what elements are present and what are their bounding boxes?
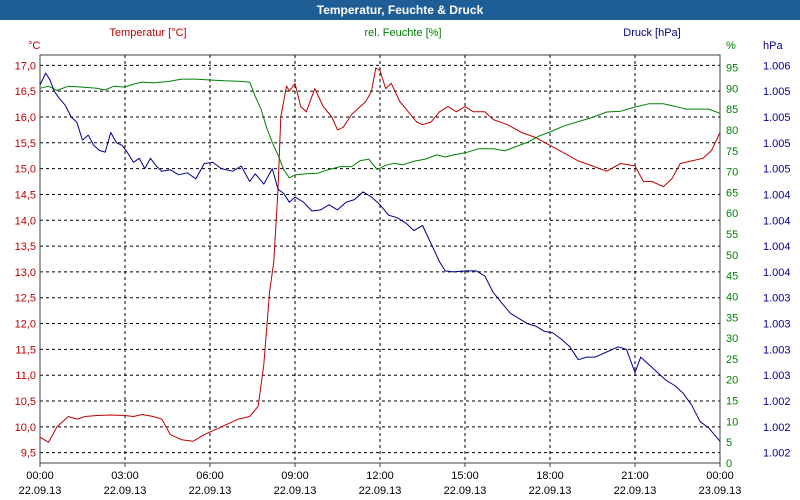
humidity-tick-label: 25: [726, 354, 738, 366]
humidity-axis-label: rel. Feuchte [%]: [364, 27, 441, 39]
pressure-tick-label: 1.002: [763, 422, 791, 434]
pressure-tick-label: 1.003: [763, 319, 791, 331]
x-tick-time: 21:00: [621, 470, 649, 482]
humidity-tick-label: 55: [726, 229, 738, 241]
pressure-tick-label: 1.005: [763, 112, 791, 124]
x-tick-date: 22.09.13: [359, 485, 402, 497]
humidity-tick-label: 5: [726, 437, 732, 449]
humidity-tick-label: 60: [726, 208, 738, 220]
series-layer: [39, 67, 721, 443]
temperature-tick-label: 9,5: [21, 448, 36, 460]
pressure-tick-label: 1.005: [763, 164, 791, 176]
x-tick-date: 23.09.13: [699, 485, 742, 497]
x-tick-time: 15:00: [451, 470, 479, 482]
temperature-tick-label: 16,5: [15, 86, 36, 98]
axes-layer: 00:00 22.09.13 03:00 22.09.13 06:00 22.09.13 0…: [15, 60, 791, 497]
x-tick-time: 12:00: [366, 470, 394, 482]
chart-background: [0, 20, 800, 500]
pressure-tick-label: 1.003: [763, 344, 791, 356]
humidity-tick-label: 15: [726, 396, 738, 408]
chart-title: Temperatur, Feuchte & Druck: [0, 0, 800, 20]
temperature-tick-label: 13,5: [15, 241, 36, 253]
humidity-tick-label: 90: [726, 83, 738, 95]
humidity-tick-label: 65: [726, 187, 738, 199]
temperature-tick-label: 16,0: [15, 112, 36, 124]
pressure-tick-label: 1.004: [763, 189, 791, 201]
x-tick-date: 22.09.13: [19, 485, 62, 497]
pressure-tick-label: 1.004: [763, 241, 791, 253]
temperature-tick-label: 10,5: [15, 396, 36, 408]
pressure-tick-label: 1.003: [763, 293, 791, 305]
humidity-tick-label: 45: [726, 271, 738, 283]
humidity-tick-label: 0: [726, 458, 732, 470]
temperature-tick-label: 15,0: [15, 164, 36, 176]
x-tick-time: 06:00: [196, 470, 224, 482]
temperature-axis-label: Temperatur [°C]: [109, 27, 186, 39]
x-tick-time: 00:00: [26, 470, 54, 482]
humidity-tick-label: 70: [726, 167, 738, 179]
humidity-tick-label: 50: [726, 250, 738, 262]
x-tick-date: 22.09.13: [529, 485, 572, 497]
x-tick-time: 09:00: [281, 470, 309, 482]
x-tick-time: 03:00: [111, 470, 139, 482]
x-tick-date: 22.09.13: [444, 485, 487, 497]
humidity-line: [39, 78, 721, 179]
x-tick-time: 00:00: [706, 470, 734, 482]
humidity-tick-label: 85: [726, 104, 738, 116]
x-tick-date: 22.09.13: [614, 485, 657, 497]
x-tick-date: 22.09.13: [274, 485, 317, 497]
temperature-tick-label: 11,5: [15, 344, 36, 356]
pressure-tick-label: 1.002: [763, 448, 791, 460]
temperature-tick-label: 11,0: [15, 370, 36, 382]
humidity-tick-label: 75: [726, 146, 738, 158]
temperature-tick-label: 15,5: [15, 138, 36, 150]
humidity-tick-label: 95: [726, 62, 738, 74]
temperature-tick-label: 10,0: [15, 422, 36, 434]
x-tick-date: 22.09.13: [189, 485, 232, 497]
humidity-tick-label: 10: [726, 416, 738, 428]
humidity-unit: %: [726, 40, 736, 52]
pressure-tick-label: 1.005: [763, 86, 791, 98]
humidity-tick-label: 80: [726, 125, 738, 137]
pressure-tick-label: 1.006: [763, 60, 791, 72]
pressure-unit: hPa: [763, 40, 783, 52]
pressure-tick-label: 1.003: [763, 370, 791, 382]
temperature-tick-label: 12,0: [15, 319, 36, 331]
combined-chart: 00:00 22.09.13 03:00 22.09.13 06:00 22.09.13 0…: [0, 20, 800, 500]
pressure-axis-label: Druck [hPa]: [623, 27, 680, 39]
pressure-line: [39, 72, 721, 442]
humidity-tick-label: 20: [726, 375, 738, 387]
humidity-tick-label: 30: [726, 333, 738, 345]
humidity-tick-label: 35: [726, 312, 738, 324]
pressure-tick-label: 1.005: [763, 138, 791, 150]
humidity-tick-label: 40: [726, 291, 738, 303]
x-tick-time: 18:00: [536, 470, 564, 482]
temperature-unit: °C: [28, 40, 40, 52]
temperature-line: [39, 67, 721, 443]
temperature-tick-label: 17,0: [15, 60, 36, 72]
pressure-tick-label: 1.004: [763, 215, 791, 227]
temperature-tick-label: 14,5: [15, 189, 36, 201]
grid: [40, 55, 720, 463]
pressure-tick-label: 1.004: [763, 267, 791, 279]
temperature-tick-label: 14,0: [15, 215, 36, 227]
temperature-tick-label: 12,5: [15, 293, 36, 305]
x-tick-date: 22.09.13: [104, 485, 147, 497]
pressure-tick-label: 1.002: [763, 396, 791, 408]
temperature-tick-label: 13,0: [15, 267, 36, 279]
